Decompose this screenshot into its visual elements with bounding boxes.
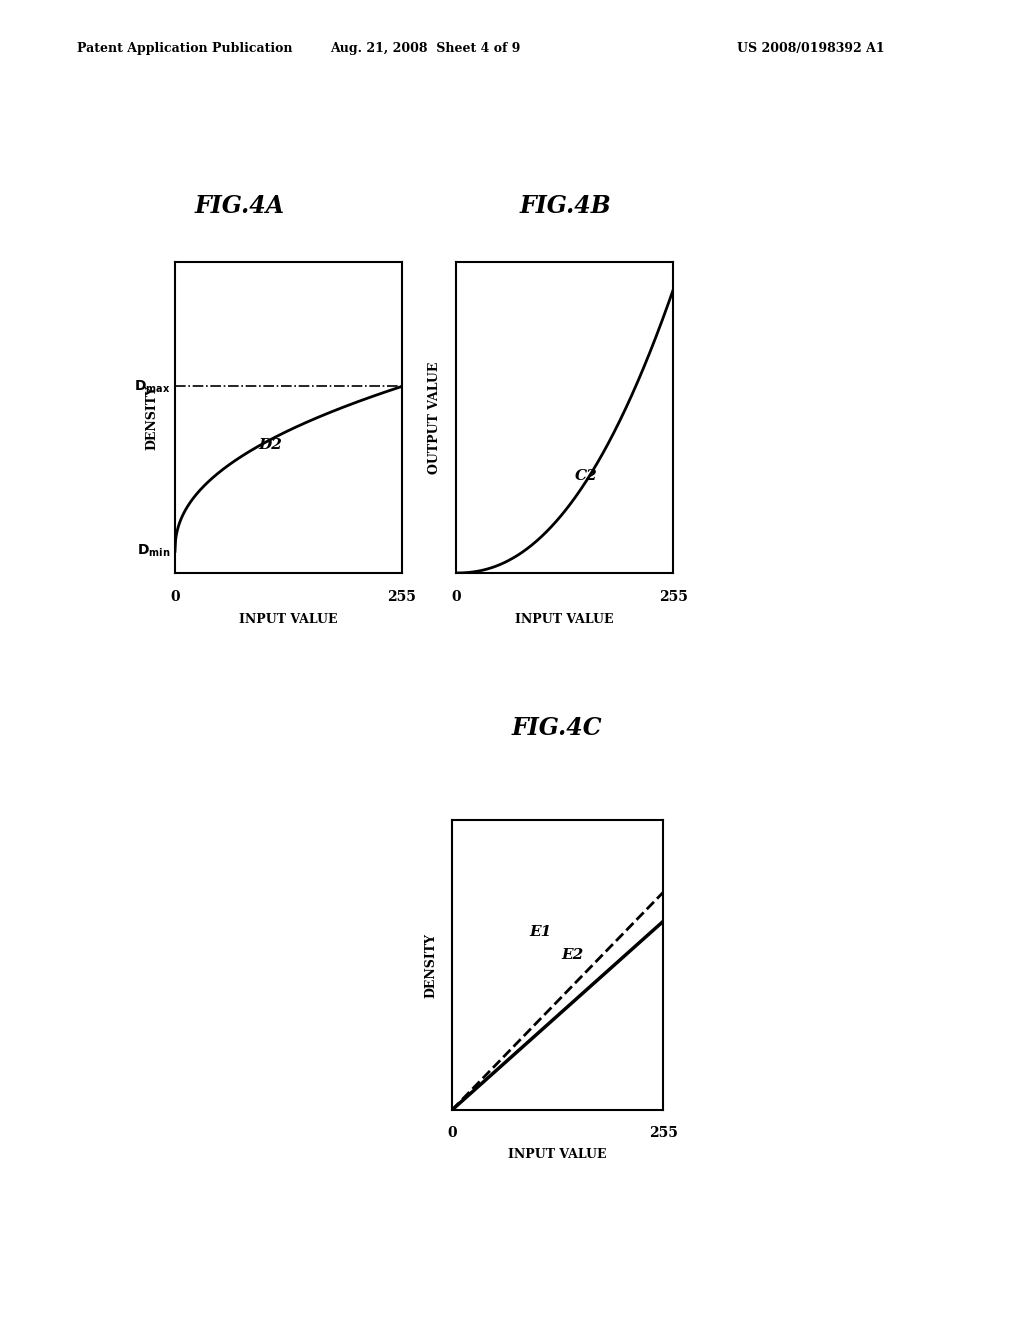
Text: 0: 0 (452, 590, 461, 605)
Text: FIG.4B: FIG.4B (519, 194, 611, 218)
Text: E2: E2 (561, 948, 584, 962)
Text: INPUT VALUE: INPUT VALUE (508, 1147, 607, 1160)
Text: DENSITY: DENSITY (424, 932, 437, 998)
Text: 255: 255 (648, 1126, 678, 1140)
Text: DENSITY: DENSITY (145, 385, 159, 450)
Text: INPUT VALUE: INPUT VALUE (240, 614, 338, 627)
Text: 255: 255 (658, 590, 687, 605)
Text: US 2008/0198392 A1: US 2008/0198392 A1 (737, 42, 885, 55)
Text: $\mathbf{D_{max}}$: $\mathbf{D_{max}}$ (134, 379, 170, 395)
Text: FIG.4C: FIG.4C (512, 715, 602, 741)
Text: INPUT VALUE: INPUT VALUE (515, 614, 613, 627)
Text: $\mathbf{D_{min}}$: $\mathbf{D_{min}}$ (137, 543, 170, 560)
Text: FIG.4A: FIG.4A (195, 194, 285, 218)
Text: OUTPUT VALUE: OUTPUT VALUE (428, 362, 440, 474)
Text: Aug. 21, 2008  Sheet 4 of 9: Aug. 21, 2008 Sheet 4 of 9 (330, 42, 520, 55)
Text: 0: 0 (447, 1126, 457, 1140)
Text: D2: D2 (258, 438, 283, 451)
Text: C2: C2 (574, 469, 598, 483)
Text: Patent Application Publication: Patent Application Publication (77, 42, 292, 55)
Text: E1: E1 (529, 925, 552, 939)
Text: 255: 255 (387, 590, 417, 605)
Text: 0: 0 (170, 590, 180, 605)
